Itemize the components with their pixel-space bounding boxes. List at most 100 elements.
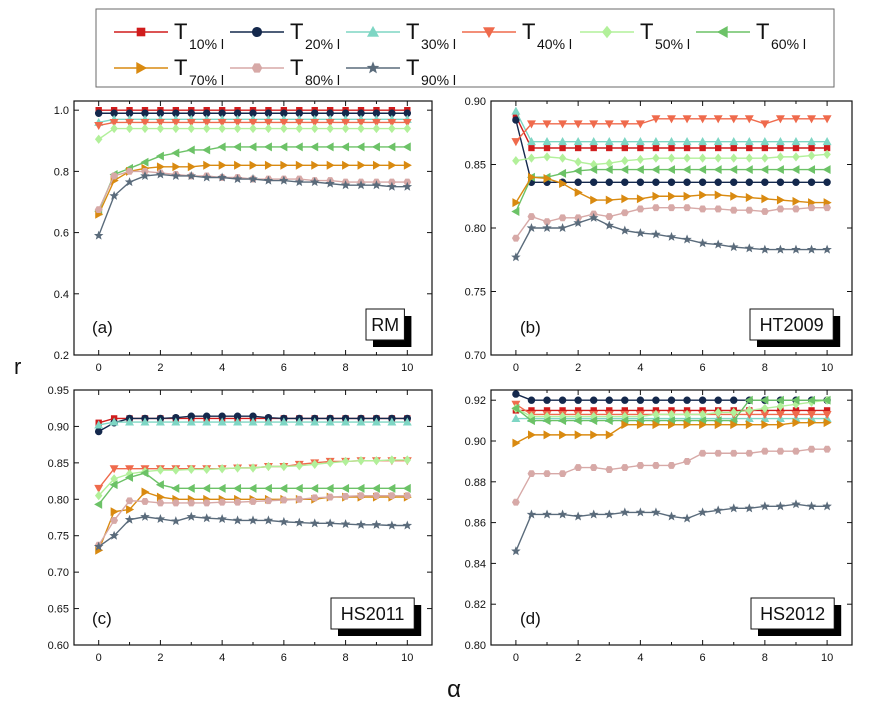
data-point xyxy=(233,118,243,127)
data-point xyxy=(574,430,583,440)
data-point xyxy=(201,172,212,182)
data-point xyxy=(698,178,707,187)
data-point xyxy=(342,160,351,170)
data-point xyxy=(744,137,754,146)
data-point xyxy=(94,491,103,501)
data-point xyxy=(94,499,103,509)
data-point xyxy=(217,142,226,152)
data-point xyxy=(141,498,149,505)
x-tick-label: 4 xyxy=(219,362,225,374)
legend-entry: T 70% l xyxy=(114,55,224,88)
data-point xyxy=(356,142,365,152)
data-point xyxy=(605,466,614,473)
data-point xyxy=(126,505,135,514)
data-point xyxy=(666,511,677,521)
data-point xyxy=(218,160,227,170)
data-point xyxy=(263,515,274,525)
data-point xyxy=(604,137,614,146)
y-tick-label: 0.65 xyxy=(48,604,69,616)
data-point xyxy=(279,118,289,127)
data-point xyxy=(280,461,288,472)
data-point xyxy=(715,144,722,152)
y-tick-label: 0.86 xyxy=(465,518,486,530)
panel-label: (b) xyxy=(520,318,541,337)
data-point xyxy=(823,178,831,187)
series-t40-l xyxy=(94,118,412,131)
data-point xyxy=(294,417,304,426)
x-tick-label: 4 xyxy=(219,652,225,664)
data-point xyxy=(512,438,521,448)
data-point xyxy=(217,172,227,182)
data-point xyxy=(311,160,320,170)
data-point xyxy=(232,142,242,152)
data-point xyxy=(264,160,274,170)
data-point xyxy=(388,455,396,465)
data-point xyxy=(526,120,536,129)
data-point xyxy=(652,144,660,152)
data-point xyxy=(94,206,103,214)
data-point xyxy=(263,417,273,426)
data-point xyxy=(294,118,304,127)
data-point xyxy=(729,407,738,418)
series-t90-l xyxy=(93,511,413,551)
data-point xyxy=(542,137,552,146)
data-point xyxy=(588,509,599,519)
data-point xyxy=(542,416,551,426)
data-point xyxy=(140,417,150,426)
data-point xyxy=(125,123,134,134)
chart-panel-rm: 0 2 4 6 8 10 0.2 0.4 0.6 0.8 1.0 (a) RM xyxy=(54,100,433,374)
data-point xyxy=(604,165,613,175)
data-point xyxy=(589,464,598,471)
data-point xyxy=(356,118,366,127)
data-point xyxy=(217,118,227,127)
data-point xyxy=(636,178,645,187)
series-t40-l xyxy=(511,115,832,147)
data-point xyxy=(557,509,568,519)
data-point xyxy=(590,430,599,440)
data-point xyxy=(310,483,319,493)
data-point xyxy=(511,546,521,556)
data-point xyxy=(666,231,677,241)
data-point xyxy=(186,511,197,521)
data-point xyxy=(652,178,660,187)
data-point xyxy=(760,165,769,175)
data-point xyxy=(372,456,381,466)
legend-entry: T 10% l xyxy=(114,19,224,52)
data-point xyxy=(543,396,551,404)
data-point xyxy=(202,118,212,127)
data-point xyxy=(326,458,334,468)
data-point xyxy=(683,204,692,212)
data-point xyxy=(621,420,630,430)
data-point xyxy=(652,396,660,404)
series-t90-l xyxy=(93,169,413,240)
data-point xyxy=(341,456,350,467)
data-point xyxy=(387,492,396,500)
data-point xyxy=(791,244,801,254)
data-point xyxy=(527,396,536,404)
data-point xyxy=(682,165,691,175)
data-point xyxy=(558,470,567,478)
data-point xyxy=(620,464,629,471)
data-point xyxy=(714,178,722,187)
data-point xyxy=(806,244,817,254)
data-point xyxy=(683,178,691,187)
data-point xyxy=(635,507,646,517)
x-tick-label: 10 xyxy=(821,652,833,664)
data-point xyxy=(574,157,582,167)
data-point xyxy=(791,411,801,420)
data-point xyxy=(745,420,754,430)
dataset-tag-label: HT2009 xyxy=(760,315,824,335)
data-point xyxy=(620,209,629,217)
data-point xyxy=(574,396,582,404)
data-point xyxy=(604,220,615,230)
data-point xyxy=(698,396,707,404)
data-point xyxy=(202,499,211,507)
data-point xyxy=(745,206,754,214)
data-point xyxy=(325,142,334,152)
data-point xyxy=(512,390,520,398)
y-tick-label: 0.80 xyxy=(465,223,486,235)
data-point xyxy=(698,115,708,124)
data-point xyxy=(822,137,832,146)
data-point xyxy=(186,483,195,493)
data-point xyxy=(280,160,289,170)
